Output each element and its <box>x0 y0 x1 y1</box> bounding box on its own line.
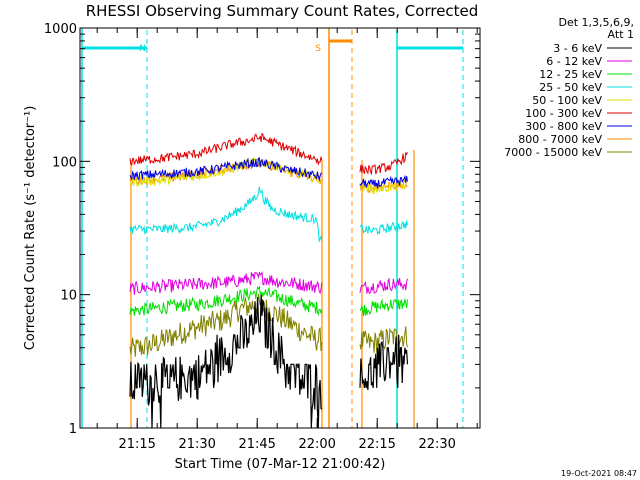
data-gap-edges <box>130 150 415 428</box>
legend-header-1: Det 1,3,5,6,9, <box>558 16 634 29</box>
annotation-s: S <box>315 44 321 54</box>
legend-label-s2: 6 - 12 keV <box>546 55 602 68</box>
y-tick-label: 1 <box>69 422 77 437</box>
annotation-n: N <box>139 44 146 54</box>
chart-title: RHESSI Observing Summary Count Rates, Co… <box>86 2 479 20</box>
x-tick-label: 21:15 <box>118 437 155 452</box>
series-line-s4 <box>129 186 408 242</box>
series-line-s2 <box>129 270 408 296</box>
series-line-s3 <box>129 285 408 317</box>
x-tick-label: 22:00 <box>298 437 335 452</box>
series-line-s1 <box>129 294 409 429</box>
legend-label-s8: 800 - 7000 keV <box>518 133 602 146</box>
footer-timestamp: 19-Oct-2021 08:47 <box>561 469 637 478</box>
legend-label-s3: 12 - 25 keV <box>539 68 602 81</box>
legend-header-2: Att 1 <box>608 28 634 41</box>
legend-label-s9: 7000 - 15000 keV <box>504 146 602 159</box>
x-tick-label: 21:30 <box>178 437 215 452</box>
series-line-s6 <box>129 132 408 176</box>
y-axis-label: Corrected Count Rate (s⁻¹ detector⁻¹) <box>23 106 38 351</box>
x-tick-label: 21:45 <box>238 437 275 452</box>
y-tick-label: 10 <box>60 289 77 304</box>
legend-label-s6: 100 - 300 keV <box>525 107 602 120</box>
series-line-s7 <box>129 157 408 189</box>
series-line-s9 <box>129 293 408 357</box>
x-tick-label: 22:30 <box>418 437 455 452</box>
x-axis-label: Start Time (07-Mar-12 21:00:42) <box>175 457 386 472</box>
legend-label-s1: 3 - 6 keV <box>553 42 602 55</box>
x-tick-label: 22:15 <box>358 437 395 452</box>
y-tick-label: 1000 <box>44 22 77 37</box>
legend-label-s4: 25 - 50 keV <box>539 81 602 94</box>
legend-label-s5: 50 - 100 keV <box>532 94 602 107</box>
plot-frame <box>79 27 481 429</box>
legend-label-s7: 300 - 800 keV <box>525 120 602 133</box>
y-tick-label: 100 <box>52 155 77 170</box>
